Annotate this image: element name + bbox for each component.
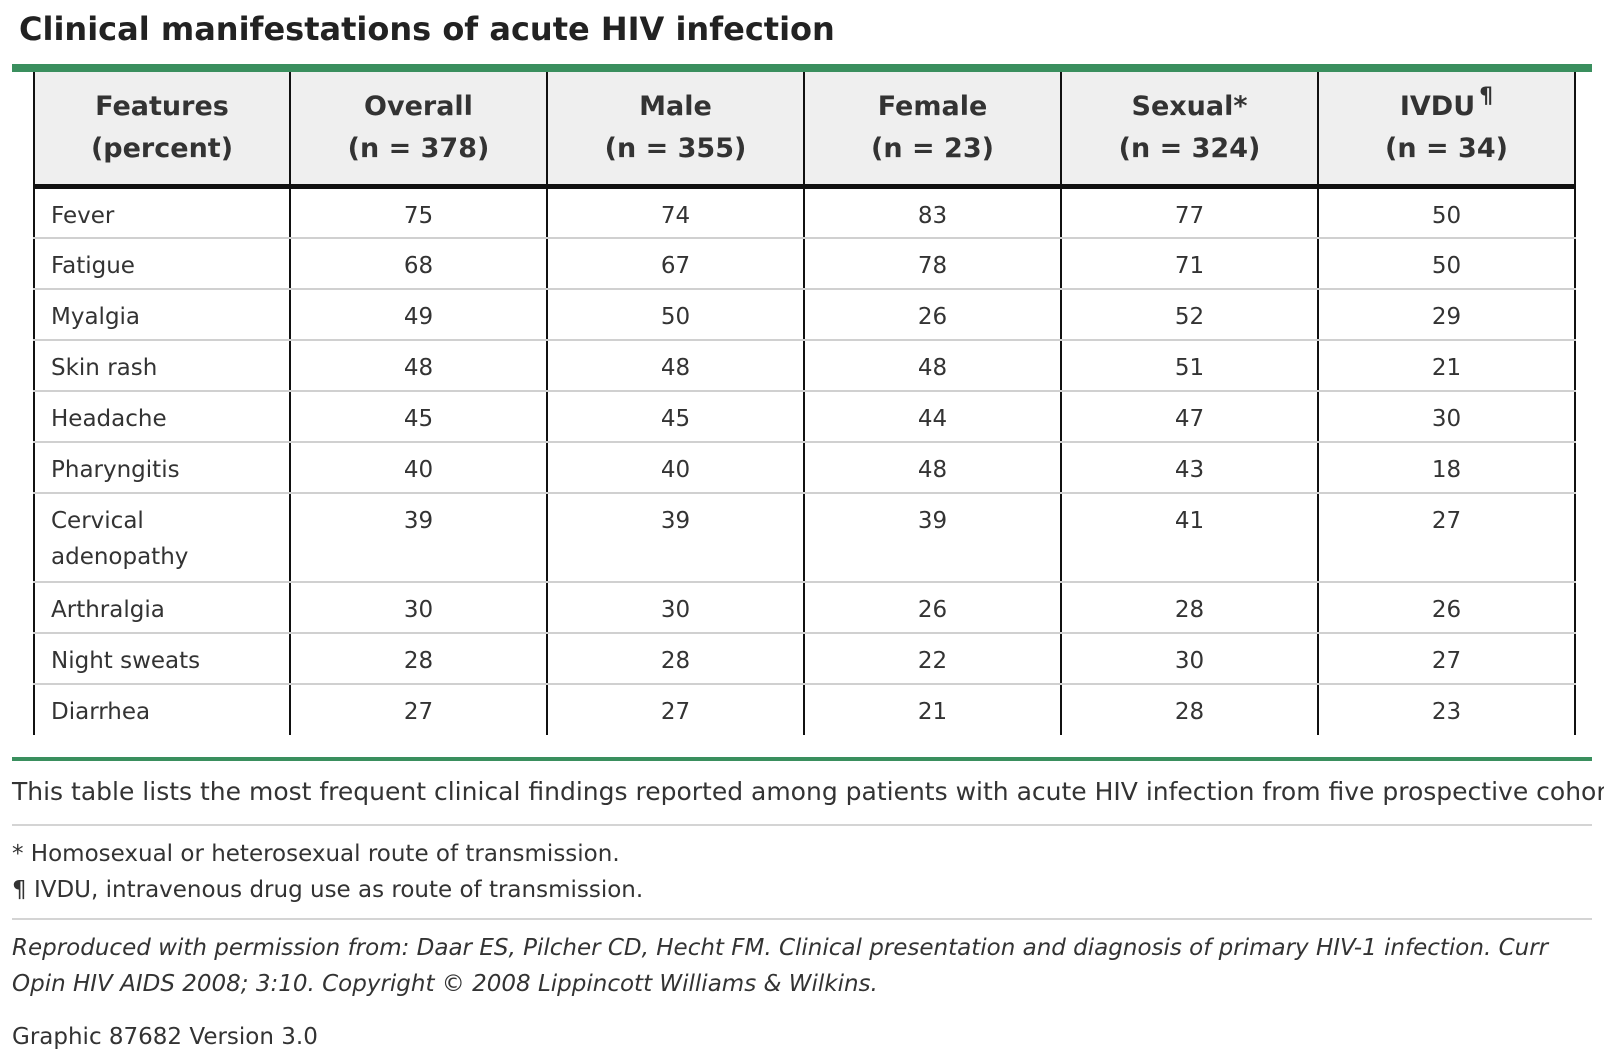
- feature-cell: Fever: [33, 186, 291, 239]
- table-row: Fever 75 74 83 77 50: [33, 186, 1576, 239]
- value-cell: 44: [803, 390, 1062, 443]
- footnote-sexual: * Homosexual or heterosexual route of tr…: [12, 841, 620, 867]
- feature-cell: Cervical adenopathy: [33, 492, 291, 583]
- value-cell: 52: [1060, 288, 1319, 341]
- value-cell: 39: [289, 492, 548, 583]
- column-header-features: Features (percent): [33, 72, 291, 189]
- value-cell: 28: [289, 632, 548, 685]
- value-cell: 78: [803, 237, 1062, 290]
- feature-cell: Pharyngitis: [33, 441, 291, 494]
- value-cell: 51: [1060, 339, 1319, 392]
- feature-cell: Skin rash: [33, 339, 291, 392]
- value-cell: 26: [803, 288, 1062, 341]
- value-cell: 50: [546, 288, 805, 341]
- value-cell: 41: [1060, 492, 1319, 583]
- value-cell: 45: [546, 390, 805, 443]
- value-cell: 29: [1317, 288, 1576, 341]
- value-cell: 77: [1060, 186, 1319, 239]
- column-header-sexual: Sexual* (n = 324): [1060, 72, 1319, 189]
- divider: [12, 824, 1592, 826]
- value-cell: 27: [1317, 632, 1576, 685]
- value-cell: 30: [1060, 632, 1319, 685]
- table-row: Headache 45 45 44 47 30: [33, 390, 1576, 443]
- value-cell: 18: [1317, 441, 1576, 494]
- data-table: Features (percent) Overall (n = 378) Male(…: [33, 72, 1576, 735]
- value-cell: 74: [546, 186, 805, 239]
- graphic-version-label: Graphic 87682 Version 3.0: [12, 1024, 318, 1050]
- table-top-rule: [12, 64, 1592, 72]
- value-cell: 21: [803, 683, 1062, 735]
- value-cell: 23: [1317, 683, 1576, 735]
- value-cell: 75: [289, 186, 548, 239]
- feature-cell-wrap: Cervical adenopathy: [51, 507, 189, 570]
- divider: [12, 918, 1592, 920]
- value-cell: 30: [1317, 390, 1576, 443]
- value-cell: 26: [803, 581, 1062, 634]
- feature-cell: Arthralgia: [33, 581, 291, 634]
- value-cell: 26: [1317, 581, 1576, 634]
- table-bottom-rule: [12, 757, 1592, 761]
- value-cell: 28: [546, 632, 805, 685]
- value-cell: 50: [1317, 186, 1576, 239]
- feature-cell: Myalgia: [33, 288, 291, 341]
- value-cell: 48: [546, 339, 805, 392]
- table-row: Diarrhea 27 27 21 28 23: [33, 683, 1576, 735]
- value-cell: 50: [1317, 237, 1576, 290]
- table-row: Myalgia 49 50 26 52 29: [33, 288, 1576, 341]
- table-row: Cervical adenopathy 39 39 39 41 27: [33, 492, 1576, 583]
- column-header-ivdu: IVDU ¶ (n = 34): [1317, 72, 1576, 189]
- citation: Reproduced with permission from: Daar ES…: [12, 935, 1549, 997]
- table-row: Arthralgia 30 30 26 28 26: [33, 581, 1576, 634]
- page-title: Clinical manifestations of acute HIV inf…: [19, 10, 835, 48]
- value-cell: 27: [546, 683, 805, 735]
- table-row: Pharyngitis 40 40 48 43 18: [33, 441, 1576, 494]
- feature-cell: Headache: [33, 390, 291, 443]
- table-caption: This table lists the most frequent clini…: [12, 777, 1604, 806]
- feature-cell: Diarrhea: [33, 683, 291, 735]
- value-cell: 40: [546, 441, 805, 494]
- value-cell: 71: [1060, 237, 1319, 290]
- table-row: Skin rash 48 48 48 51 21: [33, 339, 1576, 392]
- column-header-female: Female (n = 23): [803, 72, 1062, 189]
- table-row: Fatigue 68 67 78 71 50: [33, 237, 1576, 290]
- value-cell: 68: [289, 237, 548, 290]
- value-cell: 67: [546, 237, 805, 290]
- footnote-ivdu: ¶ IVDU, intravenous drug use as route of…: [12, 877, 644, 903]
- value-cell: 43: [1060, 441, 1319, 494]
- value-cell: 30: [546, 581, 805, 634]
- value-cell: 39: [546, 492, 805, 583]
- value-cell: 45: [289, 390, 548, 443]
- column-header-overall: Overall (n = 378): [289, 72, 548, 189]
- table-header-row: Features (percent) Overall (n = 378) Male(…: [33, 72, 1576, 189]
- value-cell: 39: [803, 492, 1062, 583]
- value-cell: 27: [1317, 492, 1576, 583]
- value-cell: 49: [289, 288, 548, 341]
- feature-cell: Fatigue: [33, 237, 291, 290]
- table-row: Night sweats 28 28 22 30 27: [33, 632, 1576, 685]
- pilcrow-mark: ¶: [1479, 84, 1494, 109]
- value-cell: 30: [289, 581, 548, 634]
- value-cell: 48: [289, 339, 548, 392]
- value-cell: 48: [803, 441, 1062, 494]
- value-cell: 22: [803, 632, 1062, 685]
- value-cell: 83: [803, 186, 1062, 239]
- value-cell: 21: [1317, 339, 1576, 392]
- value-cell: 28: [1060, 683, 1319, 735]
- value-cell: 47: [1060, 390, 1319, 443]
- value-cell: 48: [803, 339, 1062, 392]
- feature-cell: Night sweats: [33, 632, 291, 685]
- value-cell: 27: [289, 683, 548, 735]
- value-cell: 40: [289, 441, 548, 494]
- value-cell: 28: [1060, 581, 1319, 634]
- column-header-male: Male (n = 355): [546, 72, 805, 189]
